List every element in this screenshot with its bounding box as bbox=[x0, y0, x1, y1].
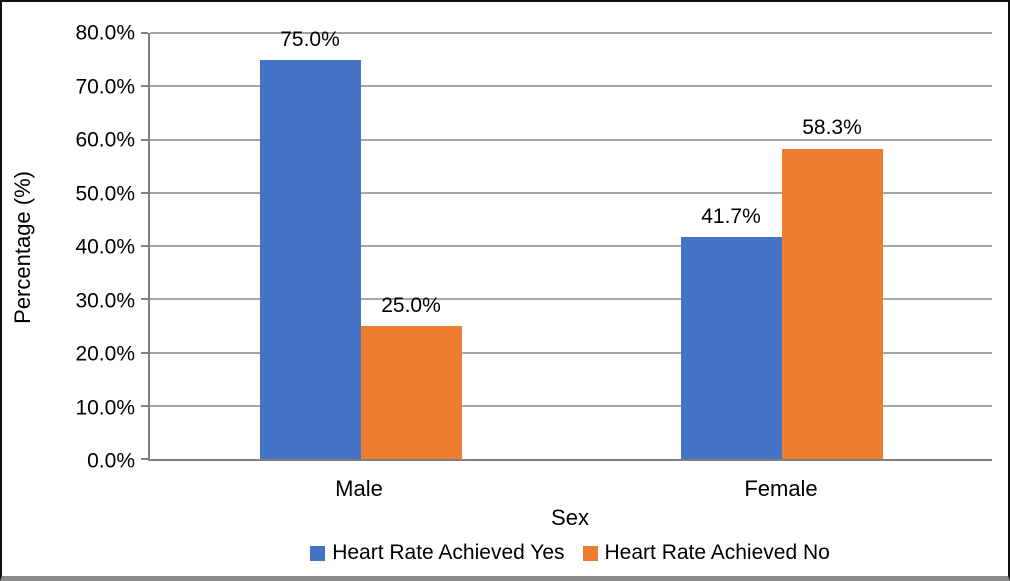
y-axis-tick bbox=[141, 32, 148, 34]
y-tick-label: 80.0% bbox=[75, 21, 135, 45]
y-axis-tick bbox=[141, 458, 148, 460]
gridline-30.0% bbox=[150, 298, 992, 301]
data-label-male-yes: 75.0% bbox=[280, 27, 340, 51]
y-tick-label: 50.0% bbox=[75, 182, 135, 205]
gridline-70.0% bbox=[150, 85, 992, 88]
category-label-female: Female bbox=[744, 476, 818, 501]
x-axis-title: Sex bbox=[551, 505, 589, 530]
y-tick-label: 10.0% bbox=[75, 396, 135, 419]
bars-layer: 75.0% 25.0% 41.7% 58.3% bbox=[150, 28, 992, 459]
category-label-male: Male bbox=[335, 476, 383, 501]
category-group-female: 41.7% 58.3% bbox=[571, 33, 992, 459]
legend-item-no: Heart Rate Achieved No bbox=[582, 541, 830, 565]
legend: Heart Rate Achieved Yes Heart Rate Achie… bbox=[148, 541, 992, 565]
data-label-female-no: 58.3% bbox=[802, 116, 862, 140]
bar-male-no: 25.0% bbox=[360, 294, 462, 459]
y-axis-tick bbox=[141, 298, 148, 301]
y-axis-tick bbox=[141, 351, 148, 354]
y-axis-tick bbox=[141, 191, 148, 194]
bar-female-yes: 41.7% bbox=[680, 205, 782, 459]
bar-female-no: 58.3% bbox=[781, 116, 883, 459]
y-tick-label: 60.0% bbox=[75, 128, 135, 152]
gridline-60.0% bbox=[150, 138, 992, 141]
category-group-male: 75.0% 25.0% bbox=[150, 28, 571, 459]
gridline-40.0% bbox=[150, 245, 992, 247]
legend-marker-no-icon bbox=[582, 545, 598, 561]
y-tick-label: 40.0% bbox=[75, 235, 135, 259]
x-axis-category-labels: Male Female bbox=[148, 476, 992, 502]
gridline-50.0% bbox=[150, 191, 992, 194]
y-axis-tick-labels: 0.0% 10.0% 20.0% 30.0% 40.0% 50.0% 60.0% 70.0% 8… bbox=[2, 23, 135, 472]
y-axis-tick bbox=[141, 85, 148, 88]
y-tick-label: 20.0% bbox=[75, 342, 135, 366]
data-label-female-yes: 41.7% bbox=[701, 204, 761, 228]
y-axis-tick bbox=[141, 404, 148, 407]
gridline-20.0% bbox=[150, 351, 992, 354]
legend-label-no: Heart Rate Achieved No bbox=[604, 541, 830, 564]
y-axis-tick bbox=[141, 245, 148, 247]
legend-item-yes: Heart Rate Achieved Yes bbox=[310, 541, 565, 565]
y-tick-label: 30.0% bbox=[75, 289, 135, 312]
legend-marker-yes-icon bbox=[310, 545, 326, 561]
data-label-male-no: 25.0% bbox=[381, 293, 441, 317]
y-tick-label: 0.0% bbox=[87, 449, 135, 473]
y-tick-label: 70.0% bbox=[75, 75, 135, 98]
y-axis-tick bbox=[141, 138, 148, 141]
legend-label-yes: Heart Rate Achieved Yes bbox=[332, 541, 565, 564]
gridline-80.0% bbox=[150, 32, 992, 34]
plot-area: 75.0% 25.0% 41.7% 58.3% bbox=[141, 28, 992, 461]
bar-male-yes: 75.0% bbox=[259, 28, 361, 459]
gridline-10.0% bbox=[150, 404, 992, 407]
